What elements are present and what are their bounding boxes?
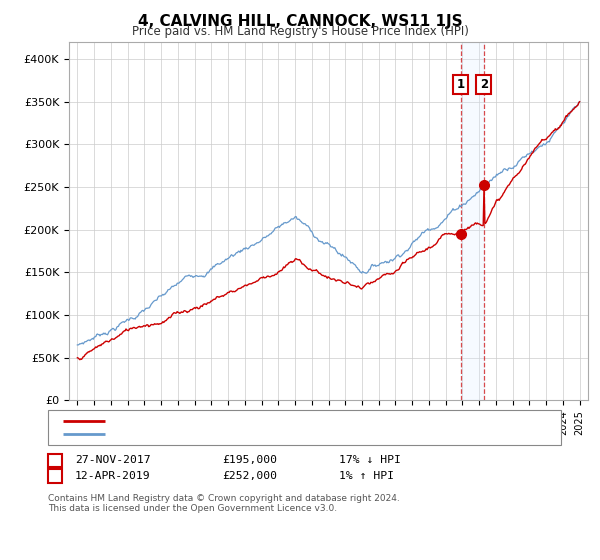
Text: HPI: Average price, detached house, Cannock Chase: HPI: Average price, detached house, Cann… [111, 429, 398, 439]
Text: £252,000: £252,000 [222, 471, 277, 481]
Text: 2: 2 [52, 471, 59, 481]
Text: Price paid vs. HM Land Registry's House Price Index (HPI): Price paid vs. HM Land Registry's House … [131, 25, 469, 38]
Text: This data is licensed under the Open Government Licence v3.0.: This data is licensed under the Open Gov… [48, 504, 337, 513]
Text: 4, CALVING HILL, CANNOCK, WS11 1JS (detached house): 4, CALVING HILL, CANNOCK, WS11 1JS (deta… [111, 416, 420, 426]
Text: 2: 2 [480, 78, 488, 91]
Text: 1: 1 [457, 78, 465, 91]
Text: 17% ↓ HPI: 17% ↓ HPI [339, 455, 401, 465]
Text: Contains HM Land Registry data © Crown copyright and database right 2024.: Contains HM Land Registry data © Crown c… [48, 494, 400, 503]
Text: 1: 1 [52, 455, 59, 465]
Text: £195,000: £195,000 [222, 455, 277, 465]
Text: 4, CALVING HILL, CANNOCK, WS11 1JS: 4, CALVING HILL, CANNOCK, WS11 1JS [137, 14, 463, 29]
Bar [461, 42, 484, 400]
Text: 12-APR-2019: 12-APR-2019 [75, 471, 151, 481]
Text: 1% ↑ HPI: 1% ↑ HPI [339, 471, 394, 481]
Text: 27-NOV-2017: 27-NOV-2017 [75, 455, 151, 465]
